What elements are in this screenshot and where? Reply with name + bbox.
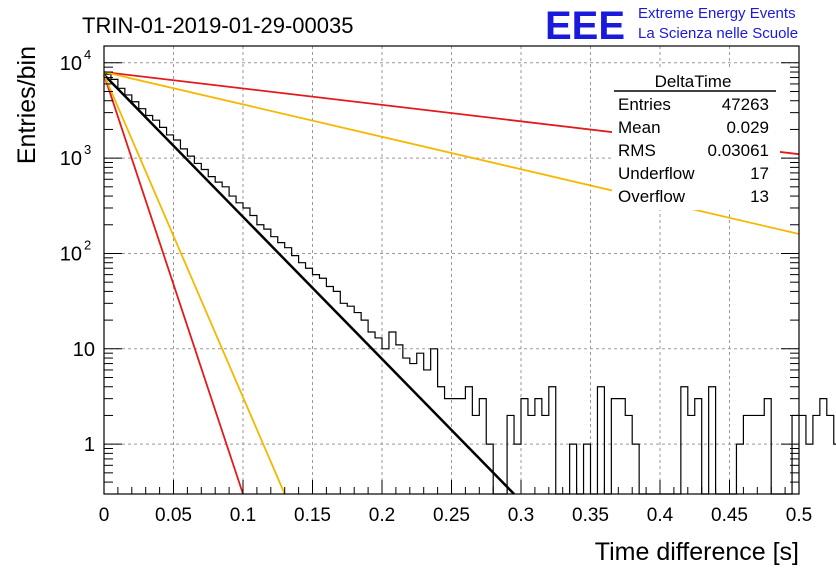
chart-title: TRIN-01-2019-01-29-00035 — [82, 13, 354, 38]
x-tick-label: 0.25 — [433, 505, 470, 526]
y-tick-label: 10 — [60, 53, 82, 75]
x-tick-label: 0.5 — [786, 505, 812, 526]
x-tick-label: 0 — [99, 505, 110, 526]
stats-label: Overflow — [618, 187, 686, 206]
stats-value: 17 — [750, 164, 769, 183]
axis-tick-labels: 0 0.05 0.1 0.15 0.2 0.25 0.3 0.35 0.4 0.45 0.5 1 10 1… — [60, 47, 812, 526]
y-tick-label: 10 — [60, 243, 82, 265]
x-tick-label: 0.45 — [711, 505, 748, 526]
stats-box: DeltaTime Entries 47263 Mean 0.029 RMS 0.0306… — [612, 68, 780, 210]
axis-ticks — [103, 62, 800, 495]
y-axis-label: Entries/bin — [13, 46, 41, 164]
stats-label: RMS — [618, 141, 656, 160]
stats-label: Mean — [618, 118, 661, 137]
logo-line2: La Scienza nelle Scuole — [638, 25, 798, 42]
x-tick-label: 0.1 — [230, 505, 256, 526]
stats-label: Underflow — [618, 164, 695, 183]
x-tick-label: 0.35 — [572, 505, 609, 526]
y-tick-exponent: 4 — [84, 47, 91, 62]
stats-rows: Entries 47263 Mean 0.029 RMS 0.03061 Underflow… — [618, 95, 769, 206]
stats-value: 0.03061 — [708, 141, 769, 160]
y-tick-label: 10 — [60, 148, 82, 170]
y-tick-label: 1 — [84, 434, 95, 456]
x-tick-label: 0.4 — [647, 505, 674, 526]
y-tick-label: 10 — [73, 339, 95, 361]
x-axis-label: Time difference [s] — [595, 538, 799, 566]
stats-value: 0.029 — [726, 118, 769, 137]
series-line — [103, 74, 244, 495]
logo-mark: EEE — [545, 4, 625, 48]
logo-line1: Extreme Energy Events — [638, 5, 796, 22]
x-tick-label: 0.3 — [508, 505, 534, 526]
x-tick-label: 0.05 — [155, 505, 192, 526]
y-tick-exponent: 2 — [84, 237, 91, 252]
stats-label: Entries — [618, 95, 671, 114]
stats-title: DeltaTime — [655, 72, 732, 91]
stats-value: 47263 — [722, 95, 769, 114]
stats-value: 13 — [750, 187, 769, 206]
series-line — [103, 73, 515, 495]
y-tick-exponent: 3 — [84, 142, 91, 157]
series-line — [103, 74, 286, 495]
x-tick-label: 0.2 — [369, 505, 395, 526]
logo: EEE Extreme Energy Events La Scienza nel… — [545, 4, 798, 48]
x-tick-label: 0.15 — [294, 505, 331, 526]
